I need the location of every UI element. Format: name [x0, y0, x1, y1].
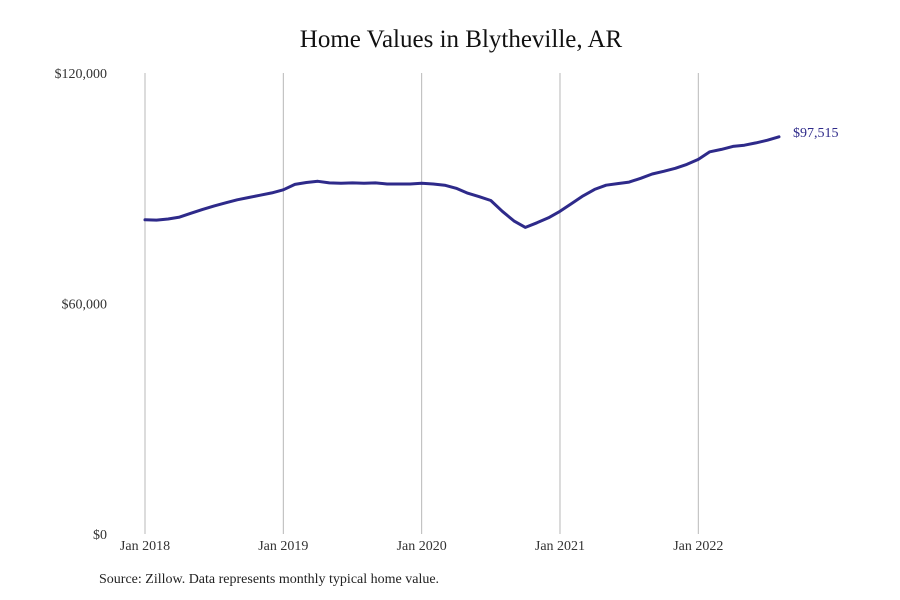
- x-tick-label: Jan 2018: [120, 539, 170, 554]
- x-tick-label: Jan 2022: [673, 539, 723, 554]
- x-axis: Jan 2018 Jan 2019 Jan 2020 Jan 2021 Jan 2022: [120, 539, 723, 554]
- x-tick-label: Jan 2019: [258, 539, 308, 554]
- end-value-label: $97,515: [793, 126, 839, 141]
- source-note: Source: Zillow. Data represents monthly …: [99, 572, 440, 587]
- chart-title: Home Values in Blytheville, AR: [299, 26, 623, 53]
- y-axis: $0 $60,000 $120,000: [55, 67, 108, 543]
- x-tick-label: Jan 2020: [397, 539, 447, 554]
- y-tick-label: $120,000: [55, 67, 108, 82]
- series-line: [143, 135, 781, 229]
- x-tick-label: Jan 2021: [535, 539, 585, 554]
- gridlines: [144, 73, 699, 534]
- y-tick-label: $0: [93, 528, 107, 543]
- series-layer: $97,515: [143, 126, 839, 229]
- y-tick-label: $60,000: [62, 298, 108, 313]
